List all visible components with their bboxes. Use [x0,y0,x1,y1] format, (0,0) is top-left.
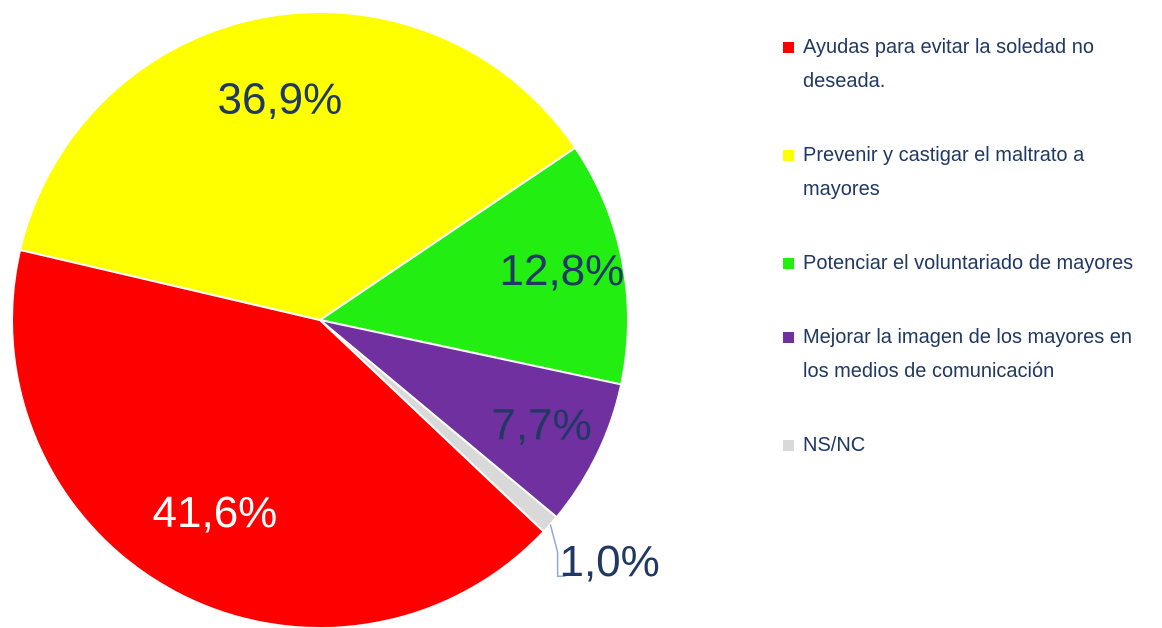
data-label: 1,0% [559,537,659,586]
pie-slice [319,319,623,519]
pie-slice [11,248,546,628]
legend-label: Prevenir y castigar el maltrato a mayore… [803,144,1085,200]
legend-label: Potenciar el voluntariado de mayores [803,252,1134,274]
data-label: 12,8% [500,246,625,295]
legend-entry: Ayudas para evitar la soledad no deseada… [783,30,1153,98]
legend-label: NS/NC [803,434,866,456]
legend-swatch [783,42,794,53]
pie-chart: 41,6% 36,9% 12,8% 7,7% 1,0% [11,11,660,628]
leader-line [549,524,566,577]
legend-entry: Potenciar el voluntariado de mayores [783,246,1153,280]
legend-swatch [783,440,794,451]
legend-swatch [783,332,794,343]
pie-slice [18,11,577,322]
legend-entry: Mejorar la imagen de los mayores en los … [783,320,1153,388]
data-label: 7,7% [491,400,591,449]
data-label: 41,6% [153,488,278,537]
legend-entry: NS/NC [783,428,1153,462]
data-label: 36,9% [218,75,343,124]
legend-label: Ayudas para evitar la soledad no deseada… [803,36,1094,92]
legend: Ayudas para evitar la soledad no deseada… [783,30,1153,502]
legend-swatch [783,150,794,161]
legend-label: Mejorar la imagen de los mayores en los … [803,326,1133,382]
legend-entry: Prevenir y castigar el maltrato a mayore… [783,138,1153,206]
pie-slice [317,146,629,386]
legend-swatch [783,258,794,269]
